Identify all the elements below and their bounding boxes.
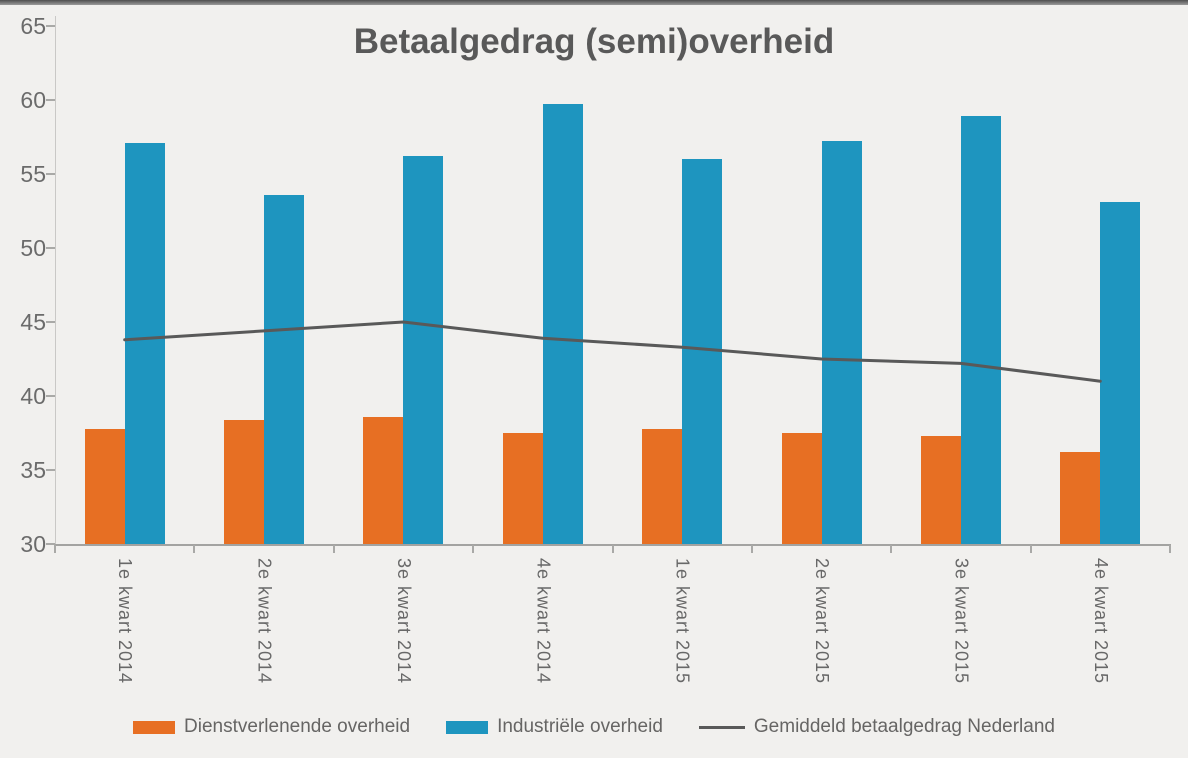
y-axis-tick-label: 50 [20, 235, 46, 261]
legend-label: Industriële overheid [497, 716, 663, 737]
y-axis-tick-mark [46, 25, 55, 27]
x-axis-tick-mark [472, 545, 475, 553]
x-axis-category-label: 3e kwart 2015 [951, 558, 972, 685]
y-axis-tick-label: 60 [20, 87, 46, 113]
chart-title: Betaalgedrag (semi)overheid [353, 22, 835, 61]
bar-industri-le-overheid-6 [821, 141, 862, 544]
y-axis-tick-label: 55 [20, 161, 46, 187]
legend-swatch-dienstverlenende-overheid [133, 720, 176, 734]
x-axis-tick-mark [1169, 545, 1171, 553]
y-axis-tick-label: 40 [20, 383, 46, 409]
bar-industri-le-overheid-4 [542, 104, 583, 544]
x-axis-tick-mark [611, 545, 614, 553]
x-axis-tick-mark [890, 545, 893, 553]
legend-swatch-industriele-overheid [446, 720, 489, 734]
y-axis-tick-mark [46, 395, 55, 397]
bar-dienstverlenende-overheid-1 [84, 428, 125, 544]
y-axis-tick-mark [46, 469, 55, 471]
y-axis-tick-mark [46, 247, 55, 249]
legend-swatch-gemiddeld-betaalgedrag-line [698, 725, 745, 729]
line-gemiddeld-betaalgedrag-nederland [123, 320, 1102, 383]
y-axis-tick-mark [46, 173, 55, 175]
y-axis-tick-mark [46, 321, 55, 323]
bar-industri-le-overheid-7 [960, 116, 1001, 544]
bar-dienstverlenende-overheid-6 [781, 433, 822, 544]
x-axis-category-label: 4e kwart 2015 [1090, 558, 1111, 685]
legend: Dienstverlenende overheid Industriële ov… [0, 716, 1188, 738]
window-top-edge [0, 0, 1188, 5]
x-axis-tick-mark [193, 545, 196, 553]
legend-label: Dienstverlenende overheid [184, 716, 411, 737]
bar-dienstverlenende-overheid-5 [642, 428, 683, 544]
y-axis-tick-label: 30 [20, 531, 46, 557]
bar-dienstverlenende-overheid-3 [363, 416, 404, 544]
y-axis-tick-label: 65 [20, 13, 46, 39]
legend-item-gemiddeld-betaalgedrag: Gemiddeld betaalgedrag Nederland [698, 716, 1055, 738]
bar-industri-le-overheid-1 [124, 142, 165, 544]
y-axis-tick-mark [46, 543, 55, 545]
x-axis-category-label: 1e kwart 2015 [672, 558, 693, 685]
x-axis-tick-mark [1029, 545, 1032, 553]
legend-item-dienstverlenende-overheid: Dienstverlenende overheid [133, 716, 410, 738]
bar-industri-le-overheid-5 [682, 159, 723, 544]
bar-dienstverlenende-overheid-2 [224, 419, 265, 544]
bar-dienstverlenende-overheid-4 [502, 433, 543, 544]
x-axis-category-label: 2e kwart 2014 [254, 558, 275, 685]
y-axis [55, 16, 56, 550]
legend-item-industriele-overheid: Industriële overheid [446, 716, 663, 738]
x-axis-category-label: 1e kwart 2014 [115, 558, 136, 685]
x-axis-category-label: 4e kwart 2014 [533, 558, 554, 685]
y-axis-tick-label: 45 [20, 309, 46, 335]
x-axis-tick-mark [54, 545, 56, 553]
bar-industri-le-overheid-3 [403, 156, 444, 544]
x-axis-category-label: 2e kwart 2015 [812, 558, 833, 685]
bar-dienstverlenende-overheid-7 [920, 435, 961, 544]
y-axis-tick-label: 35 [20, 457, 46, 483]
x-axis-tick-mark [750, 545, 753, 553]
bar-industri-le-overheid-2 [264, 194, 305, 544]
x-axis-tick-mark [332, 545, 335, 553]
legend-label: Gemiddeld betaalgedrag Nederland [753, 716, 1055, 737]
y-axis-tick-mark [46, 99, 55, 101]
bar-dienstverlenende-overheid-8 [1060, 452, 1101, 544]
bar-industri-le-overheid-8 [1100, 202, 1141, 544]
x-axis-category-label: 3e kwart 2014 [393, 558, 414, 685]
